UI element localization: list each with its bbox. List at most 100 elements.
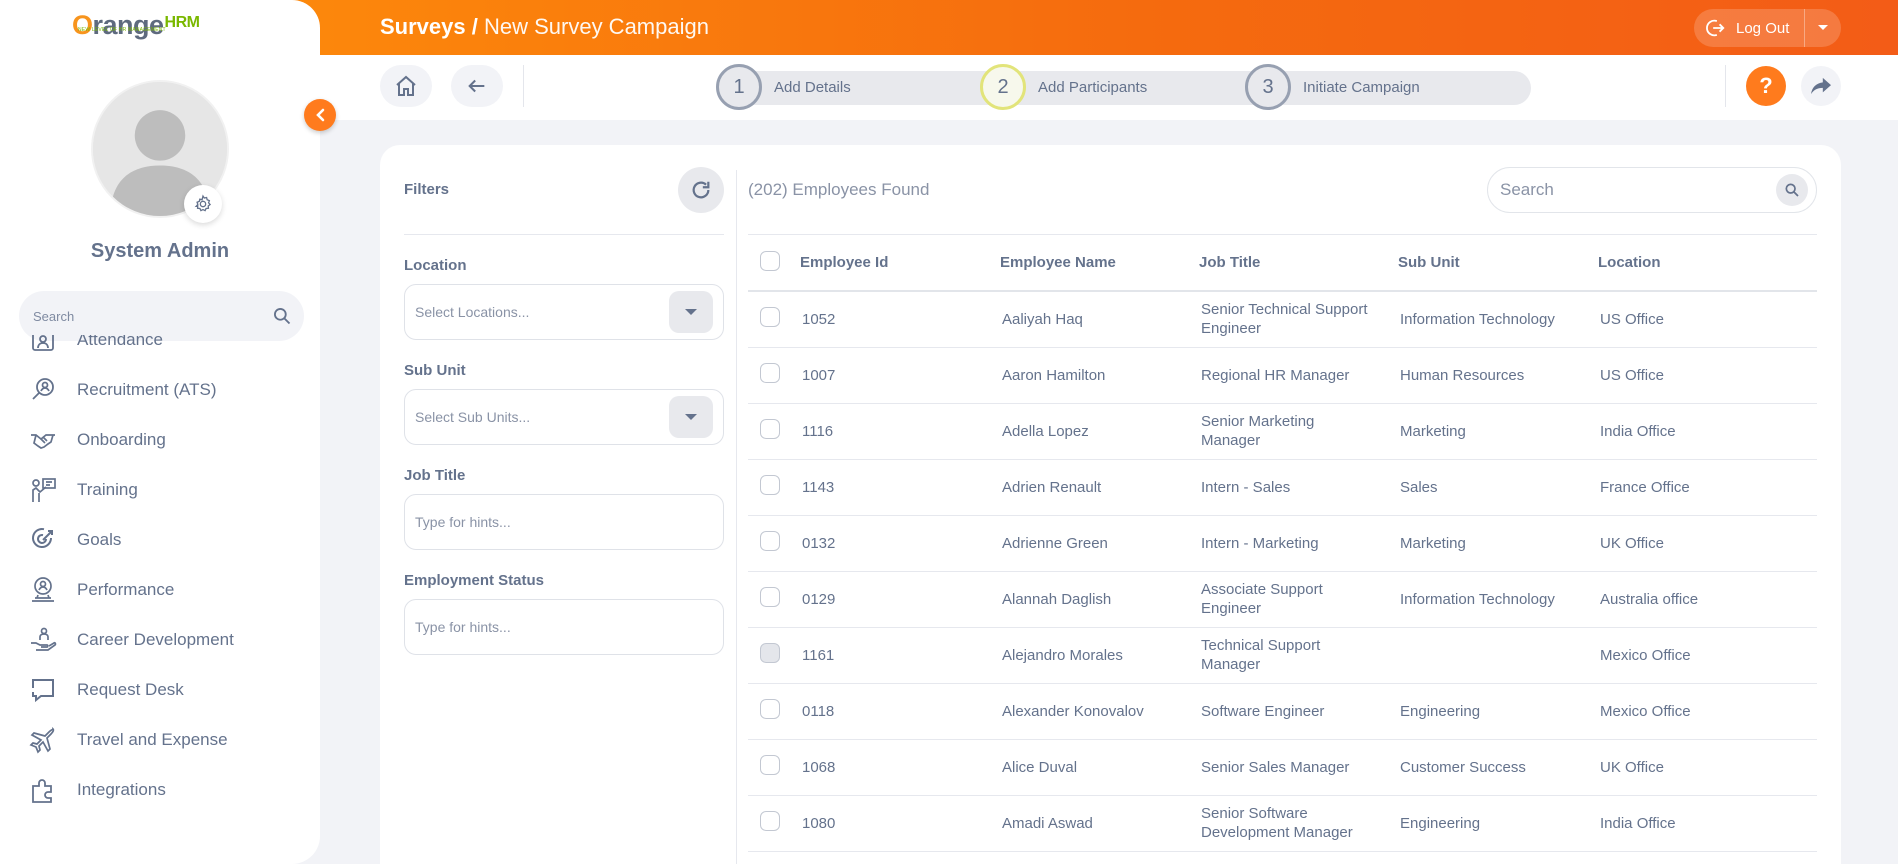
table-row[interactable]: 0129 Alannah Daglish Associate Support Eng… <box>748 571 1817 628</box>
home-button[interactable] <box>380 65 432 107</box>
table-row[interactable]: 1080 Amadi Aswad Senior Software Developme… <box>748 795 1817 852</box>
sidebar-item-label: Career Development <box>77 630 234 649</box>
step-initiate-campaign[interactable]: 3 Initiate Campaign <box>1245 64 1420 110</box>
employee-id-cell: 1052 <box>800 291 1000 348</box>
sidebar-item-attendance[interactable]: Attendance <box>0 335 320 365</box>
sidebar-item-travel-and-expense[interactable]: Travel and Expense <box>0 715 320 765</box>
sidebar-search[interactable]: Search <box>19 291 304 341</box>
sidebar-item-onboarding[interactable]: Onboarding <box>0 415 320 465</box>
logout-dropdown-button[interactable] <box>1805 24 1841 32</box>
table-row[interactable]: 1143 Adrien Renault Intern - Sales Sales Fra… <box>748 459 1817 516</box>
breadcrumb-module: Surveys <box>380 14 466 39</box>
table-body: 1052 Aaliyah Haq Senior Technical Support … <box>748 291 1817 852</box>
location-cell: US Office <box>1598 291 1817 348</box>
help-button[interactable]: ? <box>1746 66 1786 106</box>
sub-unit-dropdown-button[interactable] <box>669 396 713 438</box>
reset-filters-button[interactable] <box>678 166 724 213</box>
table-row[interactable]: 1161 Alejandro Morales Technical Support M… <box>748 627 1817 684</box>
sidebar-item-label: Goals <box>77 530 122 549</box>
employee-id-cell: 1143 <box>800 459 1000 516</box>
table-row[interactable]: 0132 Adrienne Green Intern - Marketing Mark… <box>748 515 1817 572</box>
sub-unit-text: Information Technology <box>1400 310 1555 328</box>
row-checkbox[interactable] <box>760 811 780 831</box>
step-add-details[interactable]: 1 Add Details <box>716 64 851 110</box>
breadcrumb-separator: / <box>465 14 484 39</box>
career-icon <box>28 625 58 655</box>
row-checkbox <box>760 643 780 663</box>
table-row[interactable]: 1068 Alice Duval Senior Sales Manager Custo… <box>748 739 1817 796</box>
row-select-cell <box>748 515 800 572</box>
request-icon <box>28 675 58 705</box>
logout-button[interactable]: Log Out <box>1694 17 1804 39</box>
arrow-left-icon <box>468 79 485 93</box>
row-checkbox[interactable] <box>760 699 780 719</box>
employee-search-input[interactable]: Search <box>1487 166 1817 213</box>
employment-status-filter-label: Employment Status <box>404 572 545 589</box>
column-header[interactable]: Job Title <box>1199 235 1398 292</box>
sidebar-collapse-button[interactable] <box>304 99 336 131</box>
employee-name-text: Aaron Hamilton <box>1002 366 1106 384</box>
award-icon <box>28 575 58 605</box>
sub-unit-placeholder: Select Sub Units... <box>415 409 531 425</box>
employee-search-button[interactable] <box>1776 173 1808 206</box>
employment-status-input[interactable]: Type for hints... <box>404 599 724 655</box>
avatar[interactable] <box>91 80 229 218</box>
employee-name-text: Alice Duval <box>1002 758 1078 776</box>
column-header[interactable]: Employee Name <box>1000 235 1199 292</box>
row-select-cell <box>748 795 800 852</box>
row-checkbox[interactable] <box>760 419 780 439</box>
share-button[interactable] <box>1801 66 1841 106</box>
sidebar-item-request-desk[interactable]: Request Desk <box>0 665 320 715</box>
username: System Admin <box>90 240 230 262</box>
sidebar-item-label: Attendance <box>77 335 164 349</box>
employee-id-text: 1068 <box>802 758 836 776</box>
row-checkbox[interactable] <box>760 475 780 495</box>
row-checkbox[interactable] <box>760 531 780 551</box>
sub-unit-text: Marketing <box>1400 534 1466 552</box>
location-dropdown-button[interactable] <box>669 291 713 333</box>
location-cell: Mexico Office <box>1598 683 1817 740</box>
employee-name-cell: Adrienne Green <box>1000 515 1199 572</box>
sidebar-item-performance[interactable]: Performance <box>0 565 320 615</box>
column-header[interactable]: Employee Id <box>800 235 1000 292</box>
location-select[interactable]: Select Locations... <box>404 284 724 340</box>
sidebar-item-career-development[interactable]: Career Development <box>0 615 320 665</box>
column-header[interactable]: Location <box>1598 235 1817 292</box>
job-title-input[interactable]: Type for hints... <box>404 494 724 550</box>
breadcrumb: Surveys / New Survey Campaign <box>380 14 709 40</box>
job-title-text: Regional HR Manager <box>1201 366 1350 384</box>
job-title-cell: Associate Support Engineer <box>1199 571 1398 628</box>
sub-unit-cell: Engineering <box>1398 795 1598 852</box>
caret-down-icon <box>1818 25 1828 30</box>
job-title-cell: Technical Support Manager <box>1199 627 1398 684</box>
row-checkbox[interactable] <box>760 755 780 775</box>
column-header[interactable]: Sub Unit <box>1398 235 1598 292</box>
row-checkbox[interactable] <box>760 587 780 607</box>
select-all-checkbox[interactable] <box>760 250 780 271</box>
caret-down-icon <box>685 413 697 420</box>
sub-unit-select[interactable]: Select Sub Units... <box>404 389 724 445</box>
table-row[interactable]: 1007 Aaron Hamilton Regional HR Manager Hum… <box>748 347 1817 404</box>
sidebar-item-goals[interactable]: Goals <box>0 515 320 565</box>
employee-id-cell: 1161 <box>800 627 1000 684</box>
step-add-participants[interactable]: 2 Add Participants <box>980 64 1147 110</box>
orangehrm-logo: OrangeHRM <box>72 10 200 46</box>
sidebar-search-placeholder: Search <box>33 308 75 324</box>
sidebar-item-training[interactable]: Training <box>0 465 320 515</box>
table-row[interactable]: 1052 Aaliyah Haq Senior Technical Support … <box>748 291 1817 348</box>
table-row[interactable]: 1116 Adella Lopez Senior Marketing Manager… <box>748 403 1817 460</box>
sub-unit-text: Sales <box>1400 478 1438 496</box>
row-checkbox[interactable] <box>760 363 780 383</box>
training-icon <box>28 475 58 505</box>
sidebar-item-integrations[interactable]: Integrations <box>0 765 320 805</box>
profile-settings-button[interactable] <box>184 185 222 223</box>
table-row[interactable]: 0118 Alexander Konovalov Software Engineer… <box>748 683 1817 740</box>
row-select-cell <box>748 459 800 516</box>
user-silhouette-icon <box>93 82 227 216</box>
back-button[interactable] <box>451 65 503 107</box>
employee-id-text: 0129 <box>802 590 836 608</box>
row-checkbox[interactable] <box>760 307 780 328</box>
sidebar-item-recruitment[interactable]: Recruitment (ATS) <box>0 365 320 415</box>
search-icon[interactable] <box>272 306 292 326</box>
share-icon <box>1811 77 1831 95</box>
